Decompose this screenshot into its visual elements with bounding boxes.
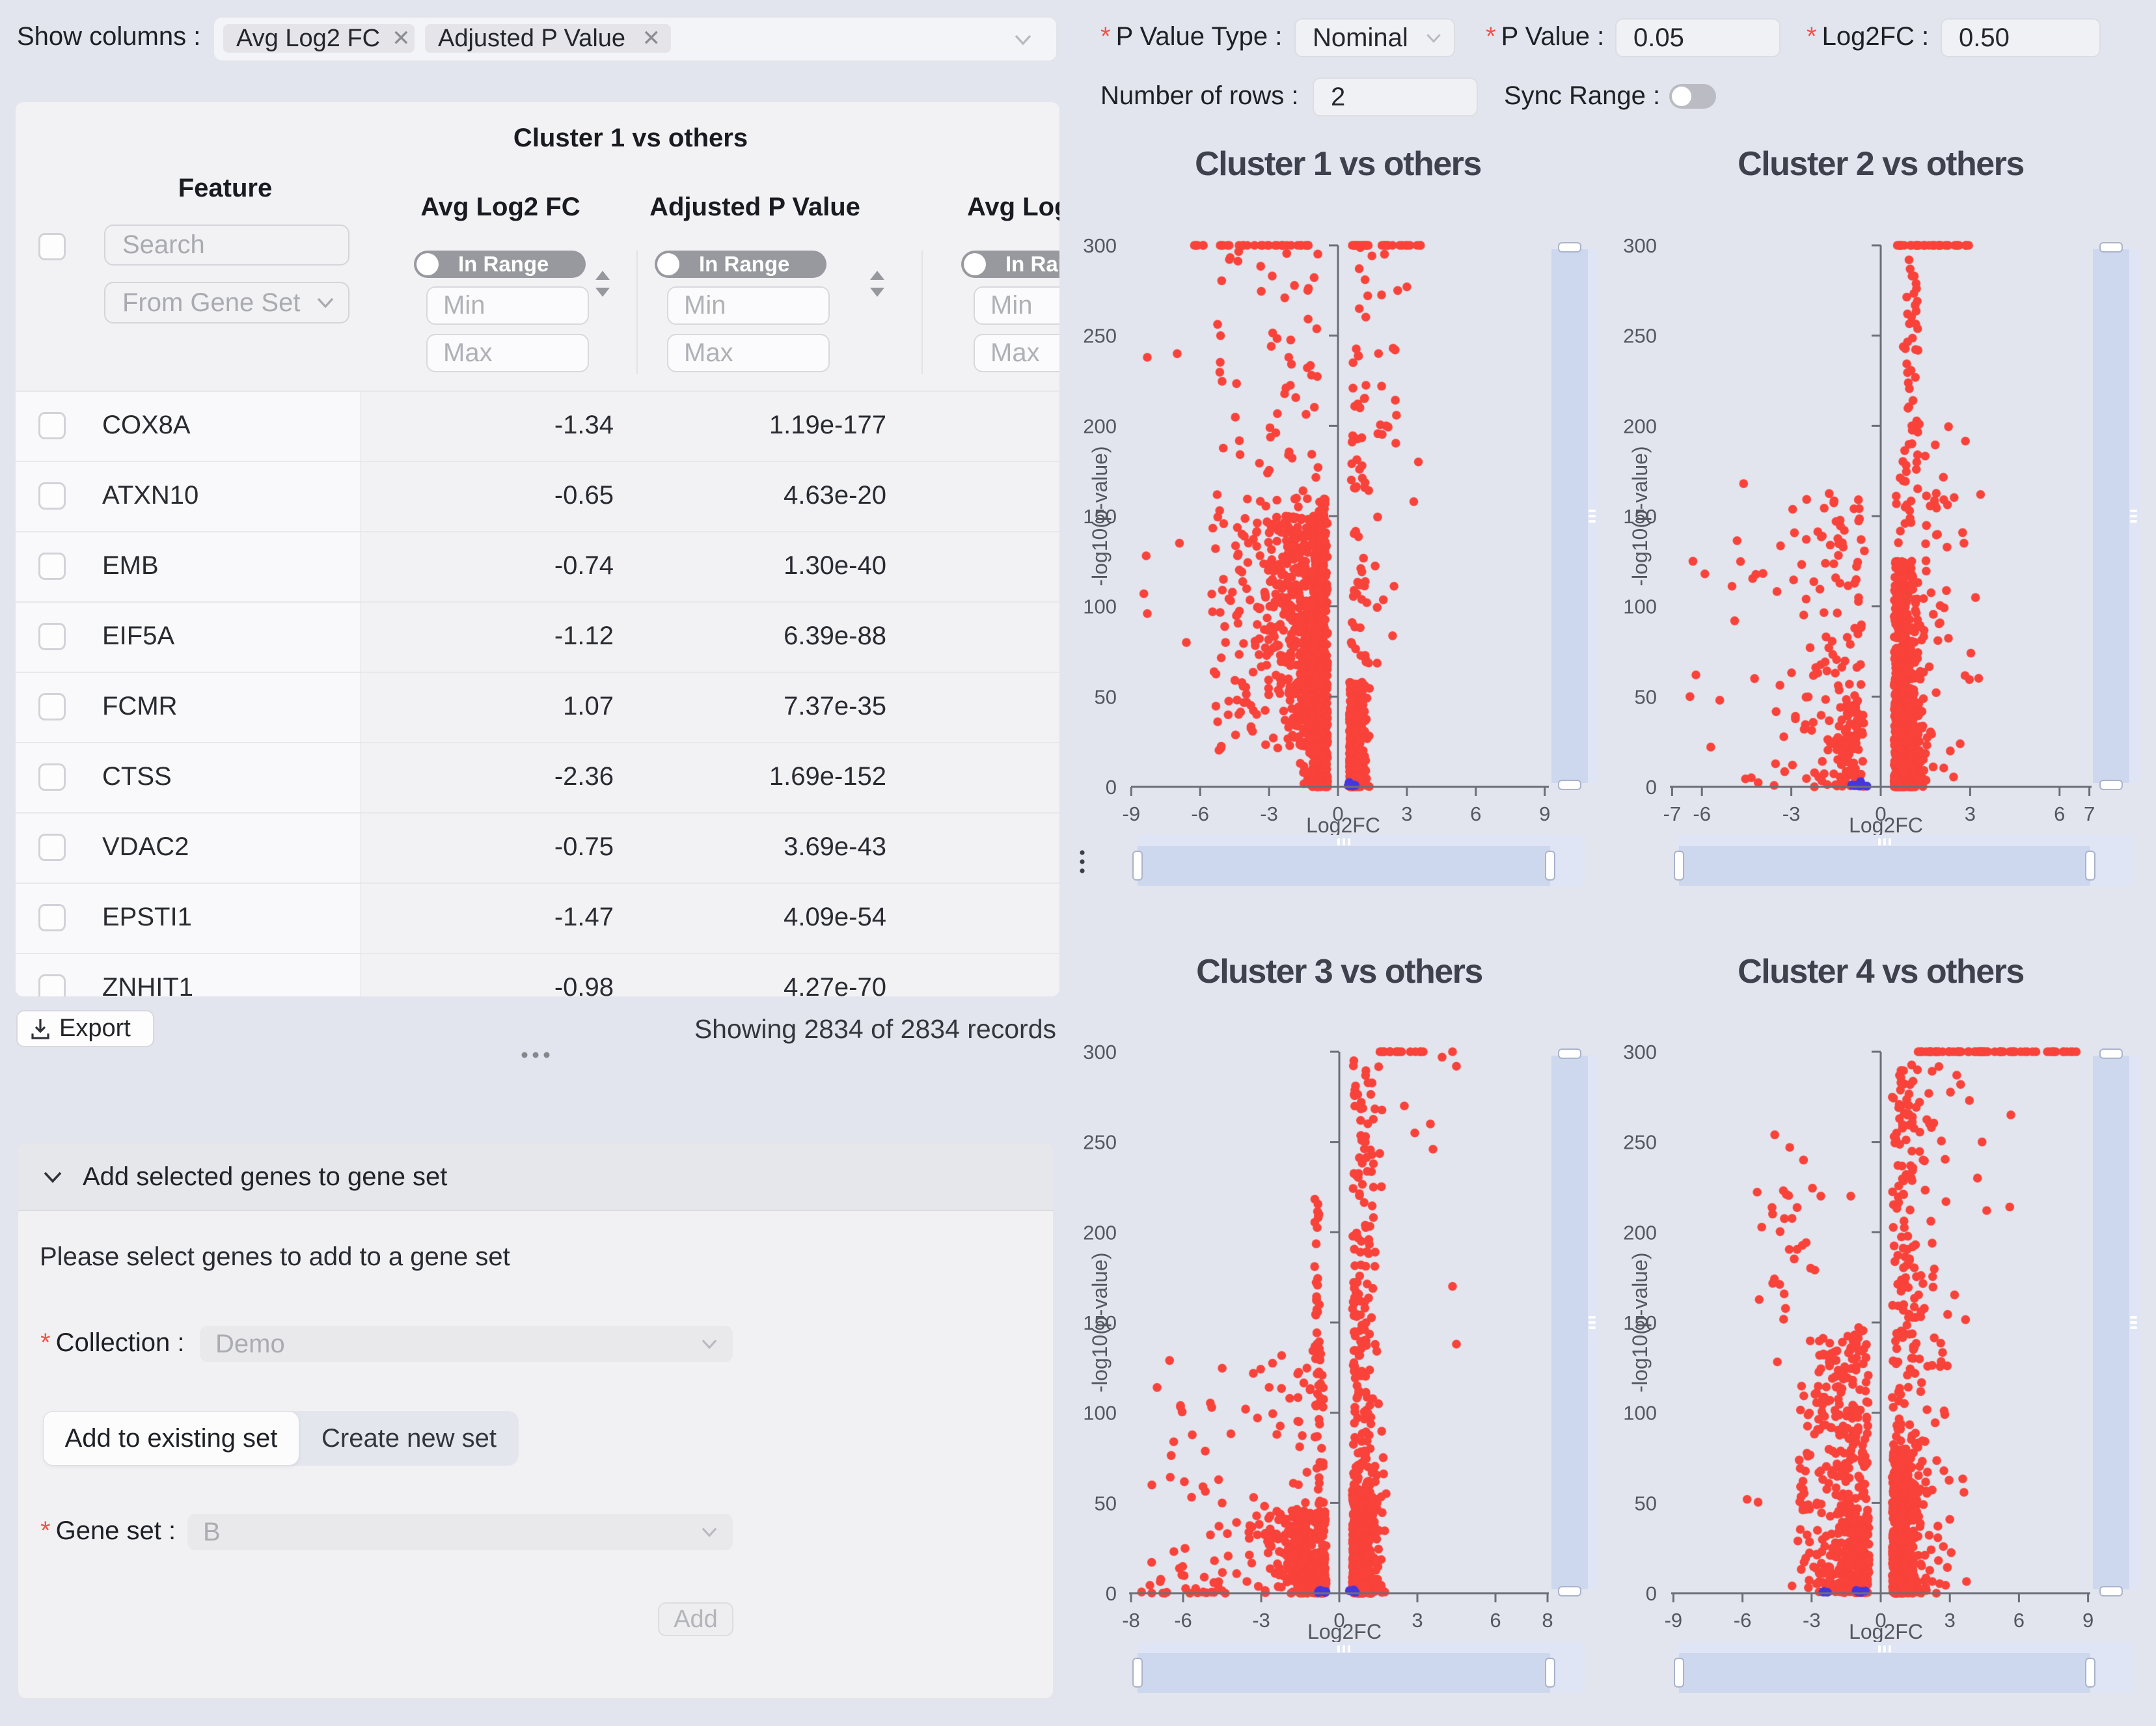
svg-text:6: 6 — [1490, 1609, 1501, 1632]
svg-text:Cluster 1 vs others: Cluster 1 vs others — [1195, 145, 1481, 183]
svg-text:150: 150 — [1623, 1311, 1657, 1334]
svg-text:3: 3 — [1944, 1609, 1956, 1632]
svg-text:Cluster 4 vs others: Cluster 4 vs others — [1738, 953, 2024, 991]
svg-text:200: 200 — [1623, 1221, 1657, 1244]
svg-text:50: 50 — [1635, 685, 1657, 708]
svg-text:6: 6 — [2054, 802, 2065, 825]
svg-text:-log10(p-value): -log10(p-value) — [1088, 1252, 1112, 1392]
svg-text:0: 0 — [1332, 802, 1343, 825]
svg-text:300: 300 — [1083, 234, 1117, 257]
svg-text:8: 8 — [1542, 1609, 1553, 1632]
svg-text:-6: -6 — [1693, 802, 1711, 825]
svg-text:6: 6 — [2013, 1609, 2025, 1632]
svg-text:250: 250 — [1083, 325, 1117, 348]
svg-text:6: 6 — [1470, 802, 1481, 825]
svg-text:150: 150 — [1083, 505, 1117, 528]
svg-text:50: 50 — [1095, 1492, 1117, 1514]
svg-text:200: 200 — [1083, 415, 1117, 437]
svg-text:-8: -8 — [1122, 1609, 1140, 1632]
svg-text:Cluster 3 vs others: Cluster 3 vs others — [1196, 953, 1482, 991]
svg-text:-log10(p-value): -log10(p-value) — [1628, 446, 1652, 586]
svg-text:0: 0 — [1333, 1609, 1344, 1632]
svg-text:9: 9 — [2082, 1609, 2094, 1632]
svg-text:-9: -9 — [1665, 1609, 1683, 1632]
svg-text:-6: -6 — [1174, 1609, 1192, 1632]
svg-text:0: 0 — [1875, 1609, 1886, 1632]
svg-text:Log2FC: Log2FC — [1849, 1620, 1923, 1643]
svg-text:300: 300 — [1083, 1041, 1117, 1063]
svg-text:-6: -6 — [1734, 1609, 1752, 1632]
svg-text:0: 0 — [1106, 1582, 1117, 1605]
svg-text:150: 150 — [1083, 1311, 1117, 1334]
svg-text:0: 0 — [1646, 1582, 1657, 1605]
svg-text:100: 100 — [1083, 596, 1117, 618]
svg-text:-log10(p-value): -log10(p-value) — [1628, 1252, 1652, 1392]
svg-text:Cluster 2 vs others: Cluster 2 vs others — [1738, 145, 2024, 183]
svg-text:50: 50 — [1635, 1492, 1657, 1514]
svg-text:200: 200 — [1623, 415, 1657, 437]
svg-text:-3: -3 — [1803, 1609, 1821, 1632]
svg-text:250: 250 — [1083, 1131, 1117, 1154]
svg-text:3: 3 — [1412, 1609, 1423, 1632]
svg-text:100: 100 — [1083, 1402, 1117, 1425]
svg-text:100: 100 — [1623, 1402, 1657, 1425]
svg-text:Log2FC: Log2FC — [1306, 814, 1380, 837]
svg-text:300: 300 — [1623, 1041, 1657, 1063]
svg-text:-7: -7 — [1663, 802, 1682, 825]
svg-text:Log2FC: Log2FC — [1307, 1620, 1382, 1643]
svg-text:-6: -6 — [1191, 802, 1209, 825]
svg-text:-3: -3 — [1252, 1609, 1270, 1632]
svg-text:-3: -3 — [1260, 802, 1278, 825]
svg-text:0: 0 — [1106, 776, 1117, 799]
svg-text:0: 0 — [1646, 776, 1657, 799]
svg-text:3: 3 — [1401, 802, 1412, 825]
svg-text:100: 100 — [1623, 596, 1657, 618]
svg-text:250: 250 — [1623, 1131, 1657, 1154]
svg-text:250: 250 — [1623, 325, 1657, 348]
svg-text:0: 0 — [1875, 802, 1886, 825]
svg-text:300: 300 — [1623, 234, 1657, 257]
svg-text:50: 50 — [1095, 685, 1117, 708]
svg-text:3: 3 — [1965, 802, 1976, 825]
svg-text:7: 7 — [2084, 802, 2095, 825]
svg-text:-log10(p-value): -log10(p-value) — [1088, 446, 1112, 586]
svg-text:9: 9 — [1539, 802, 1550, 825]
svg-text:200: 200 — [1083, 1221, 1117, 1244]
svg-text:150: 150 — [1623, 505, 1657, 528]
svg-text:-9: -9 — [1123, 802, 1141, 825]
svg-text:Log2FC: Log2FC — [1849, 814, 1923, 837]
svg-text:-3: -3 — [1782, 802, 1801, 825]
